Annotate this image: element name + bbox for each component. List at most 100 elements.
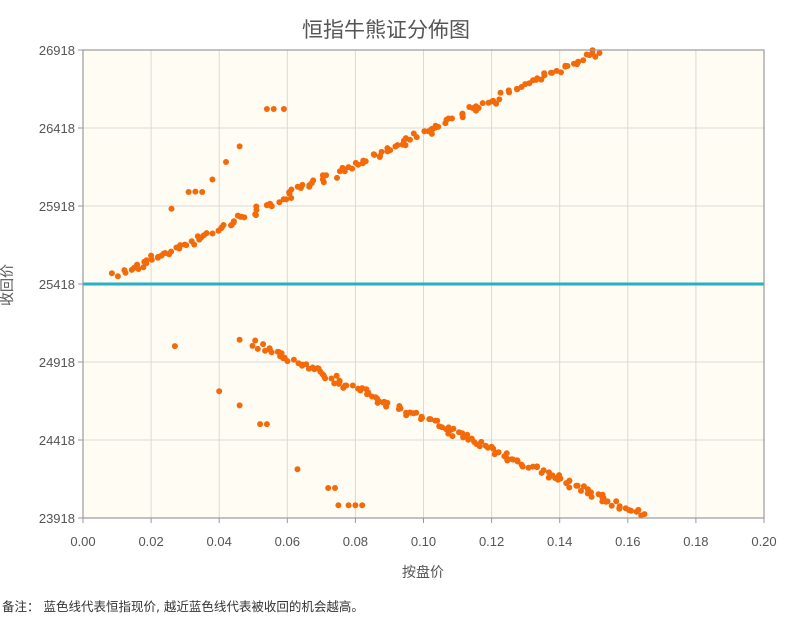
bear-point — [352, 502, 359, 509]
bear-point — [588, 489, 594, 496]
bull-point — [564, 63, 571, 69]
bear-point — [418, 413, 425, 420]
bear-point — [434, 417, 441, 424]
bull-point — [320, 179, 327, 186]
bull-point — [428, 130, 435, 137]
x-axis-label: 按盘价 — [402, 564, 444, 581]
bull-point — [192, 188, 199, 195]
bull-point — [449, 115, 455, 122]
bull-point — [276, 199, 283, 206]
bear-point — [384, 399, 391, 406]
bull-point — [496, 96, 503, 103]
bull-point — [188, 238, 195, 245]
bull-point — [575, 58, 582, 65]
bull-point — [345, 164, 352, 171]
bear-point — [566, 484, 573, 491]
bull-point — [323, 172, 330, 179]
bear-point — [450, 425, 457, 432]
bull-point — [402, 142, 409, 149]
y-tick-label: 23918 — [39, 511, 75, 526]
bull-point — [173, 244, 180, 251]
bear-point — [540, 467, 547, 474]
bear-point — [236, 402, 243, 409]
chart-title: 恒指牛熊证分佈图 — [302, 18, 470, 42]
bear-point — [613, 498, 620, 505]
bear-point — [460, 434, 467, 441]
bear-point — [566, 477, 573, 484]
bear-point — [277, 353, 284, 360]
bear-point — [332, 485, 338, 491]
bear-point — [263, 421, 270, 428]
bull-point — [505, 87, 512, 94]
bull-point — [466, 104, 473, 110]
bull-point — [270, 106, 277, 112]
bull-point — [223, 159, 229, 165]
bull-point — [479, 100, 486, 107]
bull-point — [209, 230, 216, 237]
x-tick-label: 0.12 — [479, 534, 504, 549]
bull-point — [168, 248, 175, 255]
bull-point — [475, 105, 482, 111]
bear-point — [514, 457, 521, 464]
bull-point — [253, 203, 260, 210]
bull-point — [541, 70, 548, 77]
bull-point — [360, 157, 367, 164]
bear-point — [252, 337, 259, 344]
x-tick-label: 0.20 — [751, 534, 776, 549]
bear-point — [249, 342, 256, 349]
bull-point — [378, 148, 385, 155]
bear-point — [262, 347, 269, 354]
bull-point — [280, 106, 287, 112]
bull-point — [580, 57, 587, 64]
bear-point — [603, 498, 609, 505]
bear-point — [616, 505, 623, 512]
bull-point — [583, 51, 590, 58]
bull-point — [406, 136, 413, 143]
y-axis-label: 收回价 — [0, 264, 16, 306]
bear-point — [495, 449, 502, 456]
bull-point — [435, 123, 442, 130]
bear-point — [534, 464, 540, 471]
bear-point — [331, 380, 338, 387]
bull-point — [387, 147, 394, 154]
x-tick-label: 0.18 — [683, 534, 708, 549]
bear-point — [290, 356, 297, 363]
bear-point — [410, 410, 417, 417]
bull-point — [236, 143, 243, 150]
bull-point — [148, 252, 155, 259]
bear-point — [519, 463, 526, 470]
bear-point — [628, 507, 634, 514]
bear-point — [171, 343, 178, 350]
bear-point — [343, 382, 350, 389]
bear-point — [555, 476, 562, 483]
bear-point — [508, 456, 515, 463]
y-tick-label: 24418 — [39, 433, 75, 448]
bull-point — [310, 177, 317, 184]
bull-point — [134, 261, 141, 268]
x-tick-label: 0.04 — [207, 534, 232, 549]
y-tick-labels: 23918 24418 24918 25418 25918 26418 26918 — [39, 43, 75, 526]
bull-point — [294, 183, 301, 190]
bear-point — [608, 502, 615, 509]
bull-point — [288, 186, 295, 193]
bull-point — [596, 50, 603, 56]
bear-point — [216, 388, 223, 395]
bear-point — [359, 502, 366, 509]
x-tick-label: 0.16 — [615, 534, 640, 549]
y-tick-label: 24918 — [39, 355, 75, 370]
bull-point — [549, 69, 555, 76]
bear-point — [260, 341, 267, 348]
bull-point — [108, 270, 115, 277]
bull-point — [442, 120, 449, 127]
bear-point — [504, 457, 511, 464]
bear-point — [349, 382, 356, 389]
bear-point — [257, 421, 264, 428]
x-tick-label: 0.02 — [138, 534, 163, 549]
bear-point — [325, 485, 332, 491]
bull-point — [209, 176, 216, 183]
x-tick-label: 0.08 — [343, 534, 368, 549]
bull-point — [121, 267, 128, 274]
x-tick-labels: 0.00 0.02 0.04 0.06 0.08 0.10 0.12 0.14 0.16 0.18… — [70, 534, 776, 549]
bear-point — [266, 346, 273, 353]
bull-point — [185, 189, 192, 195]
